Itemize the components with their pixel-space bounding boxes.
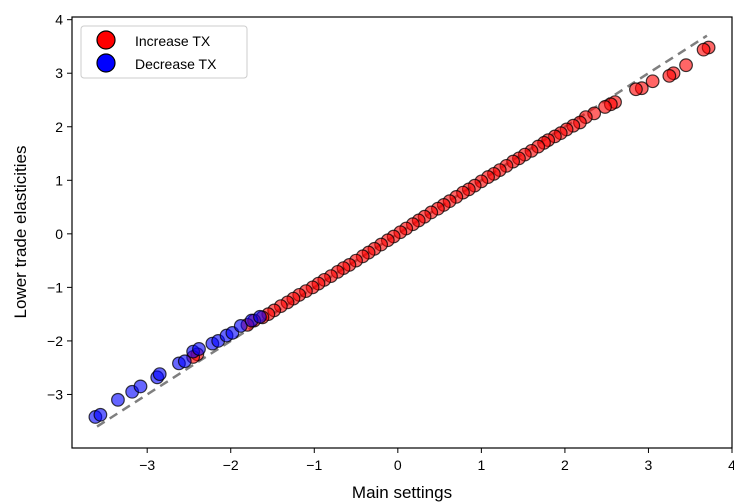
legend-label-increase: Increase TX [135, 33, 211, 49]
x-axis-label: Main settings [352, 483, 452, 502]
data-point [192, 342, 206, 356]
legend-marker-decrease [96, 53, 116, 73]
data-point [679, 58, 693, 73]
y-tick-label: 2 [55, 119, 63, 135]
y-tick-label: 4 [55, 12, 63, 28]
data-point [133, 379, 148, 394]
y-tick-label: −3 [47, 386, 63, 402]
x-tick-label: 4 [728, 457, 734, 473]
y-tick-label: 1 [55, 172, 63, 188]
y-tick-label: 3 [55, 65, 63, 81]
y-axis: −3 −2 −1 0 1 2 3 4 [47, 12, 72, 402]
legend-marker-increase [96, 30, 116, 50]
data-point [177, 354, 192, 369]
plot-area [71, 16, 733, 449]
legend-box [80, 25, 248, 79]
data-point [253, 309, 267, 324]
legend-label-decrease: Decrease TX [135, 56, 217, 72]
x-tick-label: −1 [306, 457, 322, 473]
y-tick-label: −1 [47, 279, 63, 295]
data-point [598, 100, 612, 114]
y-tick-label: 0 [55, 226, 63, 242]
data-point [662, 68, 677, 83]
series-increase [186, 40, 716, 364]
x-axis: −3 −2 −1 0 1 2 3 4 [139, 448, 734, 473]
data-point [152, 367, 167, 382]
legend: Increase TX Decrease TX [80, 25, 248, 79]
x-tick-label: −3 [139, 457, 155, 473]
data-point [233, 319, 248, 333]
data-point [93, 407, 108, 422]
x-tick-label: 0 [394, 457, 402, 473]
data-point [629, 82, 643, 97]
data-point [111, 392, 125, 407]
x-tick-label: 1 [477, 457, 485, 473]
series-decrease [88, 309, 267, 424]
x-tick-label: 3 [645, 457, 653, 473]
y-axis-label: Lower trade elasticities [11, 146, 30, 319]
x-tick-label: −2 [223, 457, 239, 473]
x-tick-label: 2 [561, 457, 569, 473]
data-points-layer [88, 40, 716, 424]
data-point [696, 42, 711, 57]
data-point [645, 74, 660, 89]
y-tick-label: −2 [47, 333, 63, 349]
